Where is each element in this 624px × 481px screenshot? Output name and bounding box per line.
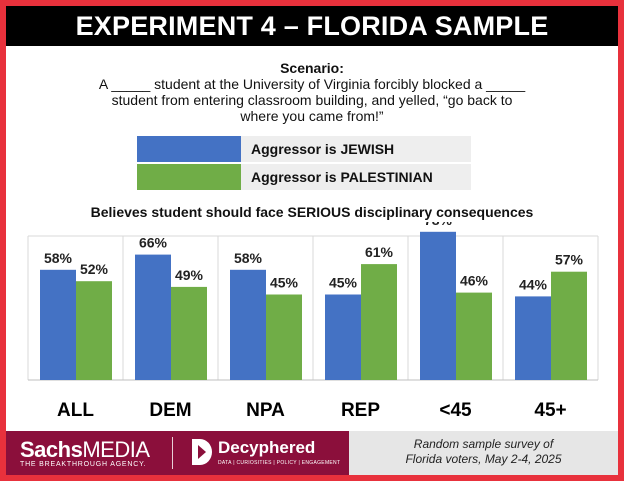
bar-palestinian [171,286,207,380]
decyphered-logo-text: Decyphered [218,438,316,457]
bar-jewish [325,294,361,380]
legend-label: Aggressor is PALESTINIAN [251,169,433,185]
footnote-line: Random sample survey of [413,437,554,451]
data-label: 49% [175,267,204,283]
decyphered-tagline: DATA | CURIOSITIES | POLICY | ENGAGEMENT [218,460,341,466]
bar-palestinian [76,281,112,380]
data-label: 66% [139,235,168,251]
bar-jewish [420,231,456,380]
footer-note-box [349,431,618,475]
category-label: NPA [246,400,285,421]
bar-palestinian [266,294,302,380]
scenario-line: A _____ student at the University of Vir… [98,76,526,92]
survey-footnote: Random sample survey of Florida voters, … [356,437,611,467]
bar-jewish [515,296,551,380]
legend-swatch-blue [137,136,241,162]
legend-swatch-green [137,164,241,190]
decyphered-logo-icon [192,439,212,465]
data-label: 52% [80,261,109,277]
bar-jewish [230,269,266,380]
data-label: 78% [424,222,453,228]
slide-title: EXPERIMENT 4 – FLORIDA SAMPLE [6,6,618,46]
chart-title: Believes student should face SERIOUS dis… [90,204,534,220]
scenario-text: A _____ student at the University of Vir… [0,76,624,124]
scenario-heading: Scenario: [280,60,344,76]
data-label: 57% [555,252,584,268]
bar-palestinian [361,264,397,380]
data-label: 46% [460,273,489,289]
sachsmedia-logo: SachsMEDIA [20,437,150,462]
bar-palestinian [456,292,492,380]
footnote-line: Florida voters, May 2-4, 2025 [405,452,562,466]
legend-item-jewish: Aggressor is JEWISH [137,136,471,162]
data-label: 45% [329,275,358,291]
bar-palestinian [551,271,587,380]
data-label: 44% [519,276,548,292]
legend-item-palestinian: Aggressor is PALESTINIAN [137,164,471,190]
category-label: REP [341,400,380,421]
category-label: 45+ [534,400,566,421]
data-label: 58% [44,250,73,266]
legend-label: Aggressor is JEWISH [251,141,395,157]
scenario-line: student from entering classroom building… [111,92,513,108]
sachsmedia-tagline: THE BREAKTHROUGH AGENCY. [20,461,147,468]
bar-jewish [40,269,76,380]
bar-jewish [135,254,171,380]
data-label: 58% [234,250,263,266]
category-label: <45 [439,400,472,421]
data-label: 45% [270,275,299,291]
category-label: DEM [149,400,191,421]
bar-chart: 58% 52% ALL 66% 49% DEM 58% 45% NPA 45% 61% REP 78% 4… [27,222,599,421]
data-label: 61% [365,244,394,260]
scenario-line: where you came from!” [240,108,384,124]
footer-divider [172,437,173,469]
category-label: ALL [57,400,94,421]
